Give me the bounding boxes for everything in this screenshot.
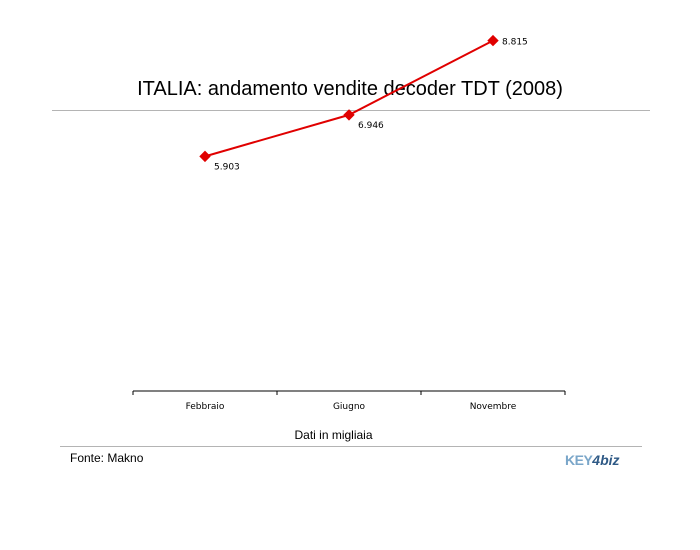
- logo-biz: biz: [600, 452, 620, 468]
- key4biz-logo: KEY4biz: [565, 452, 620, 468]
- data-label-giugno: 6.946: [358, 121, 384, 131]
- series-line: [204, 39, 494, 158]
- x-axis: Febbraio Giugno Novembre: [132, 390, 566, 412]
- logo-four: 4: [592, 452, 601, 468]
- x-tick-label-giugno: Giugno: [333, 402, 366, 412]
- title-divider: [52, 110, 650, 111]
- series-vendite: [199, 34, 499, 163]
- data-label-febbraio: 5.903: [214, 162, 240, 172]
- chart-title: ITALIA: andamento vendite decoder TDT (2…: [137, 78, 563, 100]
- data-label-novembre: 8.815: [502, 38, 528, 48]
- x-tick-label-febbraio: Febbraio: [186, 402, 225, 412]
- units-note: Dati in migliaia: [294, 428, 373, 442]
- x-tick-label-novembre: Novembre: [470, 402, 517, 412]
- data-point-giugno: [343, 109, 355, 121]
- data-labels: 5.903 6.946 8.815: [214, 38, 528, 173]
- source-note: Fonte: Makno: [70, 451, 144, 465]
- footer-divider: [60, 446, 642, 447]
- data-point-novembre: [487, 34, 499, 47]
- logo-key: KEY: [565, 452, 593, 468]
- data-point-febbraio: [199, 150, 211, 163]
